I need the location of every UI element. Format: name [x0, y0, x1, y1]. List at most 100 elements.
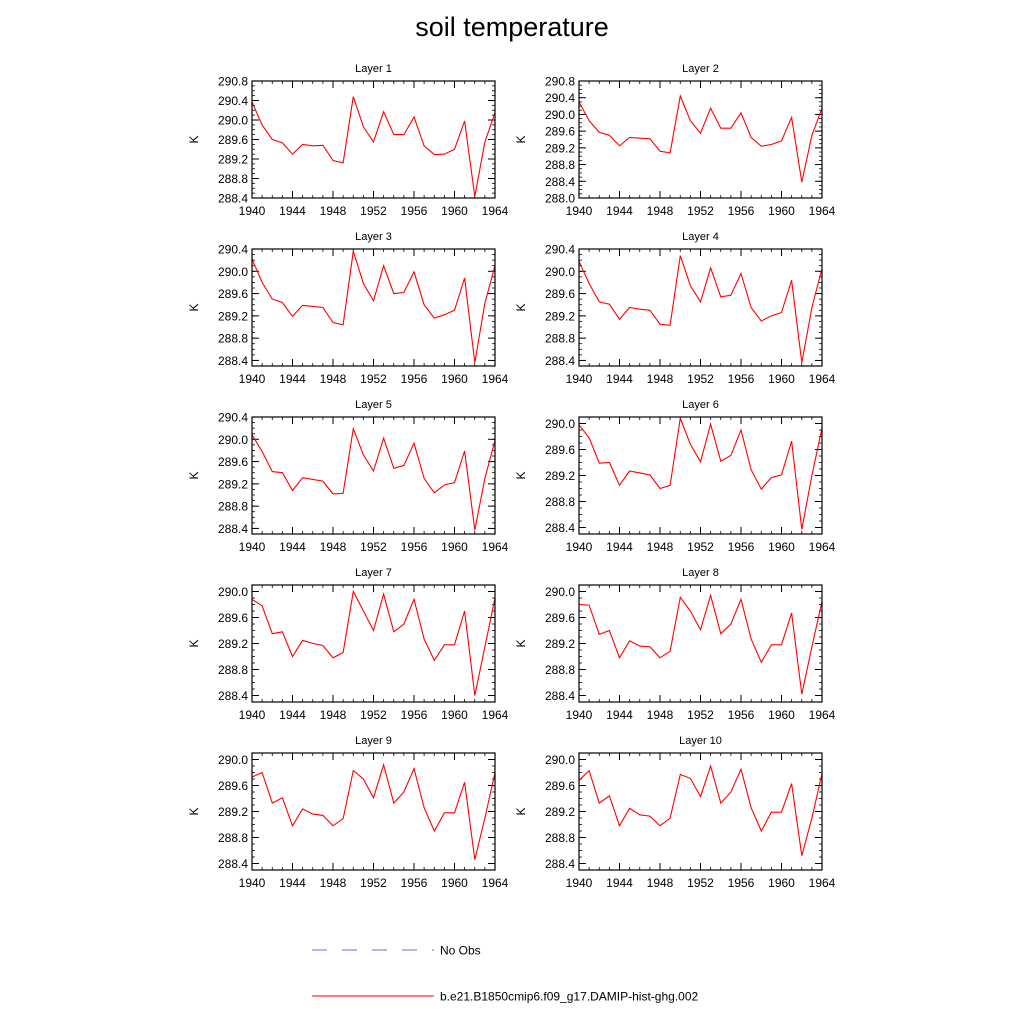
panel-6-y-tick-label: 288.4 — [545, 521, 575, 535]
panel-8-y-tick-label: 288.4 — [545, 689, 575, 703]
panel-8-x-tick-label: 1948 — [647, 708, 674, 722]
panel-6-series-line — [578, 416, 823, 530]
panel-2-y-axis-label: K — [514, 135, 528, 143]
panel-10-title: Layer 10 — [679, 735, 722, 747]
panel-8-x-tick-label: 1944 — [606, 708, 633, 722]
panel-7-y-tick-label: 288.4 — [218, 689, 248, 703]
panel-7-x-tick-label: 1956 — [401, 708, 428, 722]
panel-7-y-tick-label: 290.0 — [218, 585, 248, 599]
panel-6-x-tick-label: 1940 — [566, 540, 593, 554]
panel-4-y-tick-label: 290.4 — [545, 243, 575, 257]
panel-1-title: Layer 1 — [355, 63, 392, 75]
panel-10-y-tick-label: 289.6 — [545, 779, 575, 793]
panel-4-y-tick-label: 288.4 — [545, 354, 575, 368]
panel-4-frame — [578, 248, 823, 367]
panel-3-y-tick-label: 288.4 — [218, 354, 248, 368]
panel-3-x-tick-label: 1952 — [360, 372, 387, 386]
legend-label-2: b.e21.B1850cmip6.f09_g17.DAMIP-hist-ghg.… — [440, 990, 698, 1004]
panel-6-y-tick-label: 288.8 — [545, 495, 575, 509]
panel-3-y-tick-label: 288.8 — [218, 332, 248, 346]
panel-2-y-tick-label: 288.8 — [545, 158, 575, 172]
panel-1-x-tick-label: 1956 — [401, 204, 428, 218]
panel-9-x-tick-label: 1948 — [320, 876, 347, 890]
panel-1-y-tick-label: 289.2 — [218, 153, 248, 167]
panel-5-x-tick-label: 1940 — [239, 540, 266, 554]
panel-4-x-tick-label: 1948 — [647, 372, 674, 386]
panel-1-y-tick-label: 290.0 — [218, 114, 248, 128]
panel-2-frame — [578, 80, 823, 199]
panel-7-x-tick-label: 1952 — [360, 708, 387, 722]
panel-7-frame — [251, 584, 496, 703]
panel-9-y-tick-label: 288.8 — [218, 831, 248, 845]
panel-8-title: Layer 8 — [682, 567, 719, 579]
panel-7-x-tick-label: 1964 — [482, 708, 509, 722]
panel-2-x-tick-label: 1960 — [768, 204, 795, 218]
panel-2-x-tick-label: 1952 — [687, 204, 714, 218]
panel-10-x-tick-label: 1940 — [566, 876, 593, 890]
panel-1-y-tick-label: 288.8 — [218, 172, 248, 186]
panel-4-x-tick-label: 1960 — [768, 372, 795, 386]
panel-9-y-tick-label: 289.2 — [218, 805, 248, 819]
panel-10-y-tick-label: 289.2 — [545, 805, 575, 819]
panel-9-x-tick-label: 1960 — [441, 876, 468, 890]
panel-5-x-tick-label: 1948 — [320, 540, 347, 554]
panel-2-x-tick-label: 1940 — [566, 204, 593, 218]
panel-3-title: Layer 3 — [355, 231, 392, 243]
panel-6-title: Layer 6 — [682, 399, 719, 411]
panel-3-y-axis-label: K — [187, 303, 201, 311]
panel-2-y-tick-label: 290.8 — [545, 75, 575, 89]
panel-2-title: Layer 2 — [682, 63, 719, 75]
panel-7-x-tick-label: 1944 — [279, 708, 306, 722]
panel-6-x-tick-label: 1956 — [728, 540, 755, 554]
panel-5-y-tick-label: 289.6 — [218, 455, 248, 469]
panel-4-x-tick-label: 1956 — [728, 372, 755, 386]
panel-7-x-tick-label: 1960 — [441, 708, 468, 722]
panel-8-y-tick-label: 288.8 — [545, 663, 575, 677]
panel-6-y-tick-label: 290.0 — [545, 417, 575, 431]
panel-6-x-tick-label: 1952 — [687, 540, 714, 554]
panel-8-x-tick-label: 1940 — [566, 708, 593, 722]
panel-9-y-axis-label: K — [187, 807, 201, 815]
panel-8-x-tick-label: 1964 — [809, 708, 836, 722]
panel-6-x-tick-label: 1944 — [606, 540, 633, 554]
panel-2-x-tick-label: 1956 — [728, 204, 755, 218]
panel-10-x-tick-label: 1948 — [647, 876, 674, 890]
panel-7-x-tick-label: 1948 — [320, 708, 347, 722]
panel-7-title: Layer 7 — [355, 567, 392, 579]
panel-1-y-tick-label: 289.6 — [218, 133, 248, 147]
panel-7-x-tick-label: 1940 — [239, 708, 266, 722]
panel-9-x-tick-label: 1944 — [279, 876, 306, 890]
panel-10-y-axis-label: K — [514, 807, 528, 815]
panel-1-y-tick-label: 290.4 — [218, 94, 248, 108]
panel-5-x-tick-label: 1960 — [441, 540, 468, 554]
panel-10-x-tick-label: 1956 — [728, 876, 755, 890]
panel-8-y-tick-label: 289.6 — [545, 611, 575, 625]
chart-title: soil temperature — [415, 12, 609, 42]
panel-4-x-tick-label: 1964 — [809, 372, 836, 386]
panel-2-y-tick-label: 290.0 — [545, 108, 575, 122]
panel-5-y-tick-label: 288.8 — [218, 500, 248, 514]
panel-10-x-tick-label: 1952 — [687, 876, 714, 890]
panel-4-title: Layer 4 — [682, 231, 719, 243]
panel-9-y-tick-label: 288.4 — [218, 857, 248, 871]
panel-10-x-tick-label: 1964 — [809, 876, 836, 890]
panel-1-x-tick-label: 1948 — [320, 204, 347, 218]
panel-8-x-tick-label: 1956 — [728, 708, 755, 722]
panel-1-series-line — [251, 96, 496, 197]
panel-3-x-tick-label: 1956 — [401, 372, 428, 386]
panel-9-x-tick-label: 1964 — [482, 876, 509, 890]
legend-label-1: No Obs — [440, 944, 481, 958]
panel-6-y-axis-label: K — [514, 471, 528, 479]
panel-5-x-tick-label: 1964 — [482, 540, 509, 554]
panel-4-x-tick-label: 1944 — [606, 372, 633, 386]
panel-3-y-tick-label: 289.6 — [218, 287, 248, 301]
panel-1-x-tick-label: 1952 — [360, 204, 387, 218]
panel-9-series-line — [251, 762, 496, 860]
panel-4-y-tick-label: 289.6 — [545, 287, 575, 301]
panel-6-x-tick-label: 1964 — [809, 540, 836, 554]
panel-10-frame — [578, 752, 823, 871]
panel-2-y-tick-label: 288.4 — [545, 175, 575, 189]
panel-4-y-tick-label: 288.8 — [545, 332, 575, 346]
panel-8-frame — [578, 584, 823, 703]
